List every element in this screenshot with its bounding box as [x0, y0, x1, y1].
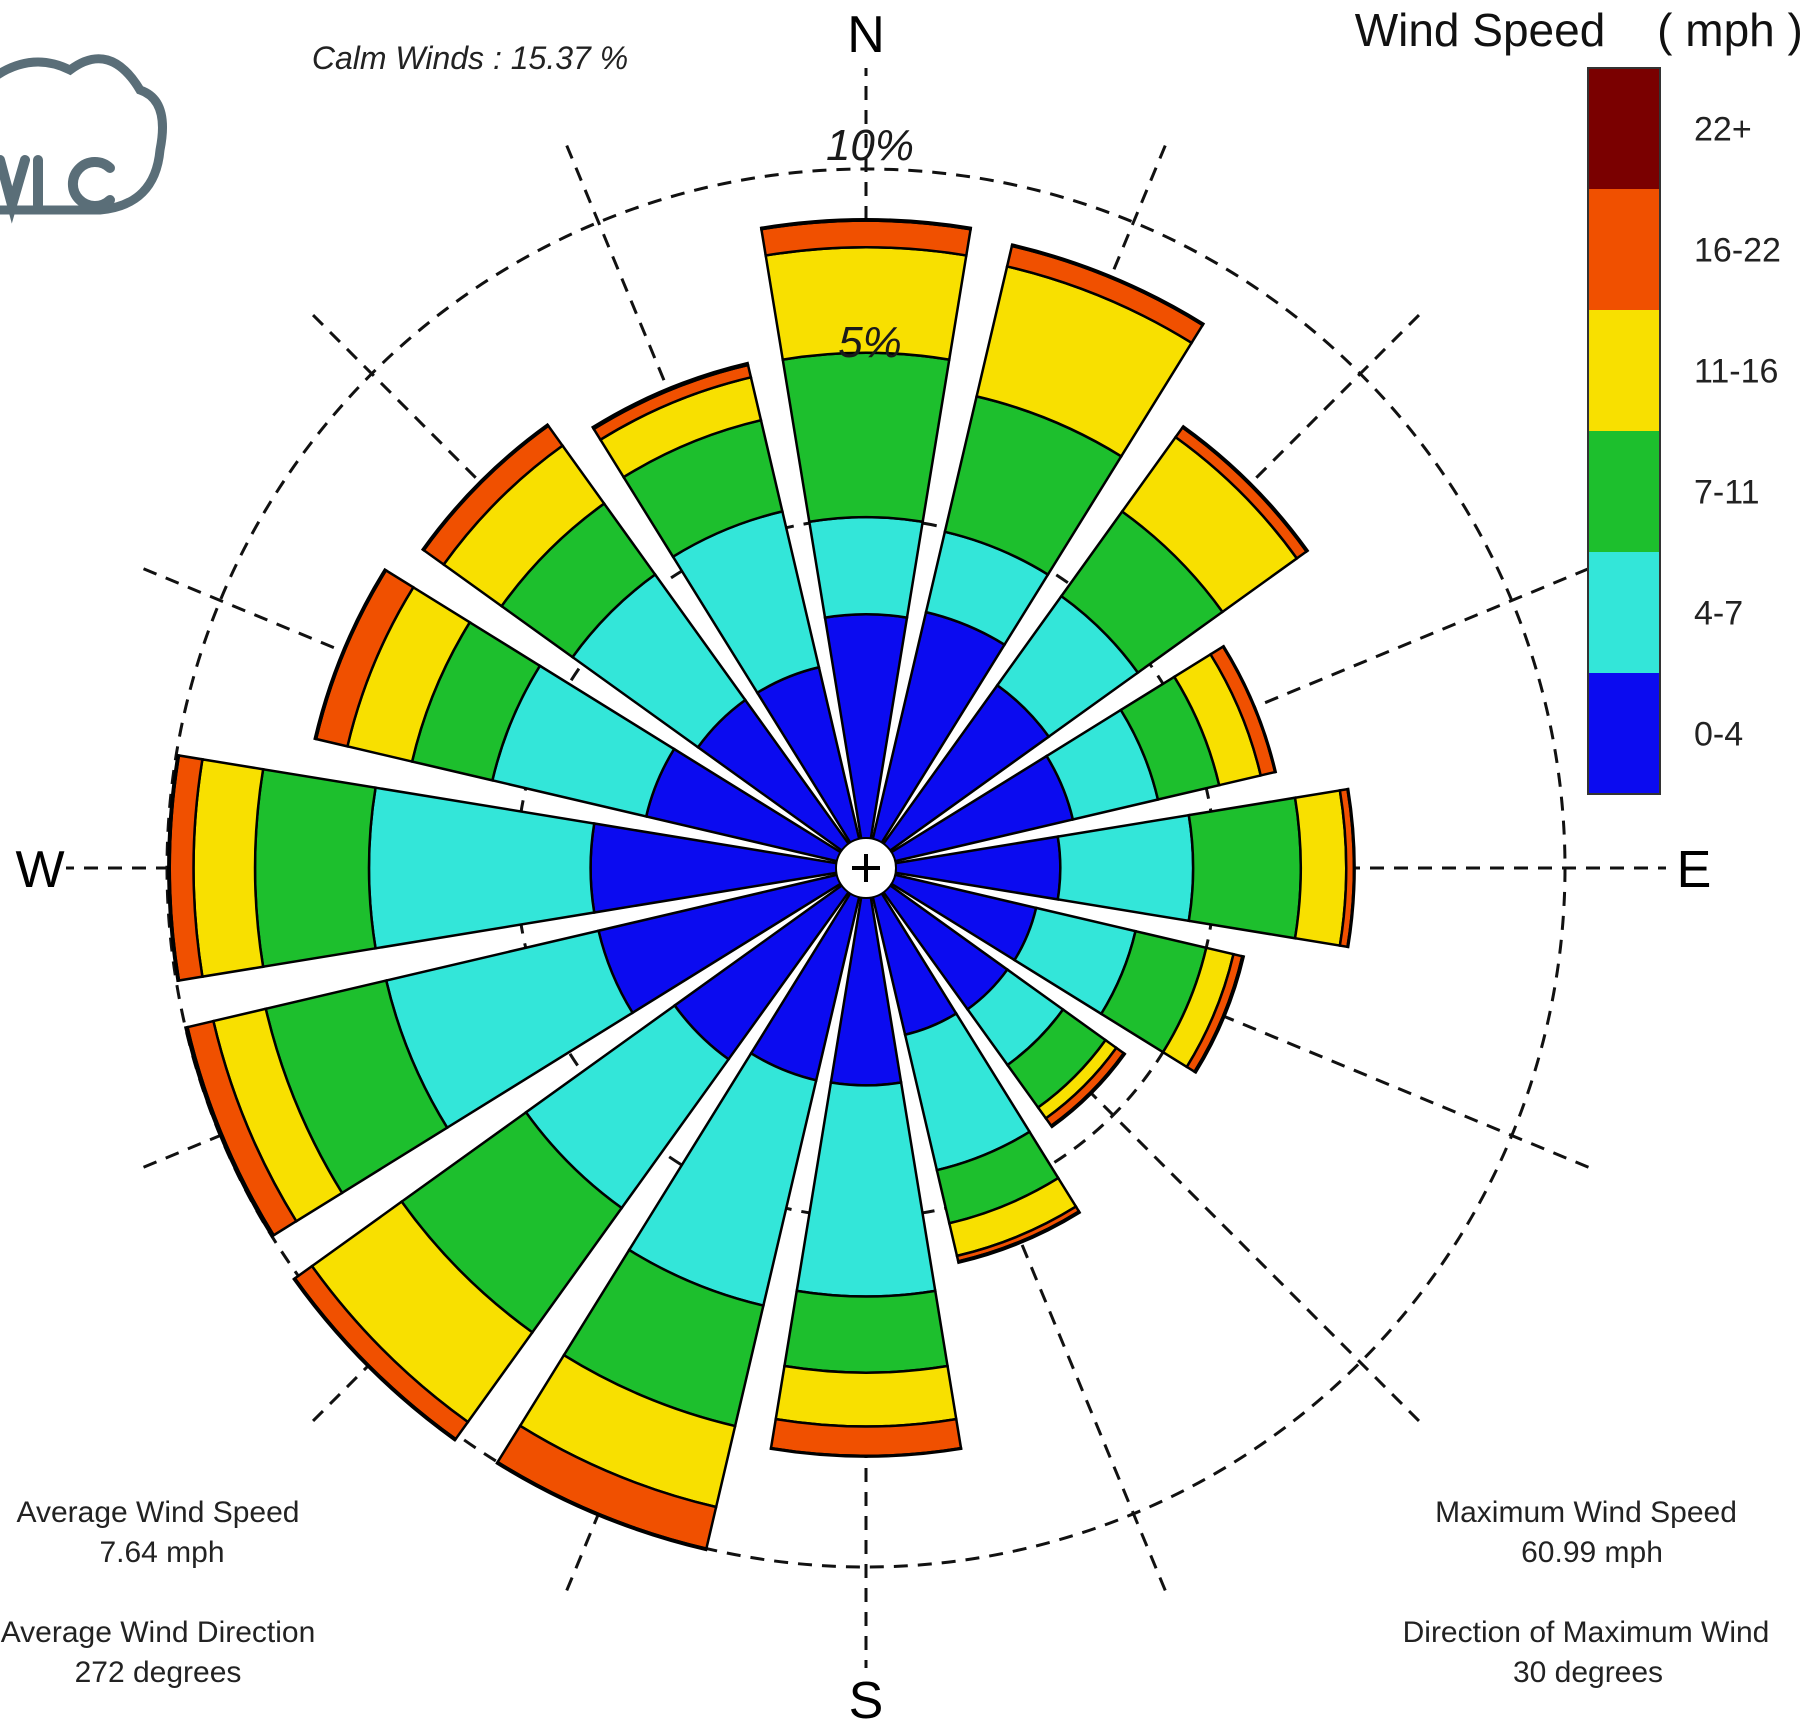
avg-dir-label: Average Wind Direction [1, 1616, 316, 1649]
wedge-dir-270-bin-3 [192, 757, 265, 979]
cloud-logo-icon [0, 54, 167, 224]
legend-unit: ( mph ) [1657, 4, 1803, 56]
wedge-dir-270-bin-5 [167, 753, 181, 983]
direction-label-e: E [1677, 841, 1712, 899]
wedge-dir-202.5-bin-5 [495, 1460, 708, 1552]
direction-label-s: S [849, 1672, 884, 1726]
legend-title: Wind Speed [1355, 4, 1606, 56]
wedge-dir-0-bin-2 [781, 351, 951, 524]
wedge-dir-67.5-bin-5 [1221, 644, 1278, 774]
legend-swatch-0 [1588, 673, 1660, 794]
ring-label-5: 5% [838, 318, 902, 367]
wedge-dir-90-bin-2 [1187, 796, 1302, 940]
wedge-dir-90-bin-3 [1293, 788, 1348, 948]
wedge-dir-180-bin-3 [774, 1364, 958, 1428]
legend-swatch-4 [1588, 189, 1660, 310]
calm-winds-label: Calm Winds : 15.37 % [312, 40, 628, 76]
wedge-dir-270-bin-2 [253, 767, 377, 969]
legend-swatch-1 [1588, 552, 1660, 673]
wedge-dir-180-bin-1 [795, 1081, 937, 1298]
wedge-dir-45-bin-5 [1180, 424, 1310, 554]
wedge-dir-225-bin-5 [292, 1276, 458, 1442]
wedge-dir-157.5-bin-5 [956, 1209, 1082, 1265]
max-speed-label: Maximum Wind Speed [1435, 1496, 1737, 1529]
legend-label-4: 16-22 [1694, 232, 1781, 270]
wedge-dir-180-bin-2 [783, 1289, 949, 1374]
avg-dir-value: 272 degrees [75, 1656, 242, 1689]
wedge-dir-180-bin-5 [769, 1446, 963, 1458]
legend-swatch-5 [1588, 68, 1660, 189]
legend-label-1: 4-7 [1694, 595, 1743, 633]
wedge-dir-337.5-bin-5 [590, 361, 750, 431]
avg-speed-value: 7.64 mph [99, 1536, 224, 1569]
direction-label-n: N [847, 6, 885, 64]
wedge-dir-315-bin-5 [420, 422, 550, 552]
wedge-dir-135-bin-5 [1049, 1051, 1127, 1129]
wedge-dir-22.5-bin-5 [1010, 243, 1206, 327]
legend-label-2: 7-11 [1694, 474, 1760, 512]
center-marker [835, 837, 897, 899]
wedge-dir-292.5-bin-5 [313, 567, 388, 741]
legend-colorbar: 0-4 4-7 7-11 11-16 16-22 22+ [1587, 67, 1781, 795]
direction-label-w: W [15, 841, 64, 899]
stats-right: Maximum Wind Speed 60.99 mph Direction o… [1403, 1496, 1770, 1689]
legend-swatch-2 [1588, 431, 1660, 552]
max-dir-value: 30 degrees [1513, 1656, 1663, 1689]
wedge-dir-90-bin-1 [1056, 813, 1195, 923]
legend: Wind Speed ( mph ) 0-4 4-7 7-11 11-16 16-22 2… [1355, 4, 1803, 795]
legend-frame [1587, 67, 1661, 795]
wedge-dir-0-bin-5 [759, 218, 973, 231]
stats-left: Average Wind Speed 7.64 mph Average Wind… [1, 1496, 316, 1689]
avg-speed-label: Average Wind Speed [17, 1496, 300, 1529]
max-speed-value: 60.99 mph [1521, 1536, 1663, 1569]
wedge-dir-270-bin-1 [367, 786, 596, 950]
max-dir-label: Direction of Maximum Wind [1403, 1616, 1770, 1649]
legend-swatch-3 [1588, 310, 1660, 431]
legend-label-0: 0-4 [1694, 716, 1743, 754]
ring-label-10: 10% [826, 121, 914, 170]
wedge-dir-90-bin-5 [1346, 787, 1356, 949]
wedge-layer [167, 218, 1356, 1552]
wedge-dir-247.5-bin-5 [183, 1025, 276, 1239]
wedge-dir-0-bin-1 [807, 515, 925, 620]
legend-label-3: 11-16 [1694, 353, 1778, 391]
wedge-dir-112.5-bin-5 [1192, 954, 1246, 1075]
legend-label-5: 22+ [1694, 111, 1752, 149]
